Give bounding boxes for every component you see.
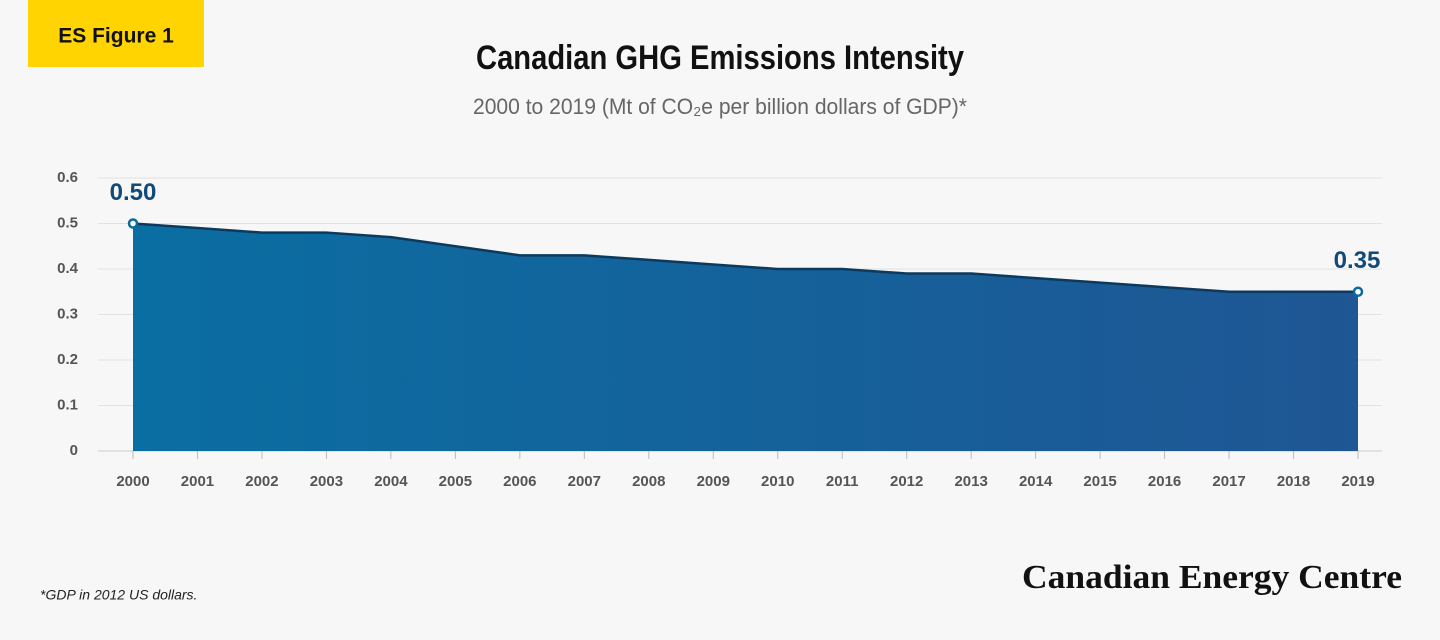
y-tick-label: 0 xyxy=(70,442,78,459)
footnote: *GDP in 2012 US dollars. xyxy=(40,587,197,603)
line xyxy=(132,222,1358,293)
x-tick-label: 2012 xyxy=(890,473,923,490)
point-marker xyxy=(1352,286,1364,297)
x-tick-label: 2015 xyxy=(1083,473,1116,490)
x-tick-label: 2011 xyxy=(826,473,859,490)
badge-box xyxy=(28,0,204,67)
x-tick-label: 2007 xyxy=(568,473,601,490)
x-tick-label: 2003 xyxy=(310,473,343,490)
x-tick-label: 2016 xyxy=(1148,473,1181,490)
y-tick-label: 0.5 xyxy=(57,214,78,231)
x-tick-label: 2019 xyxy=(1341,473,1374,490)
x-tick-label: 2009 xyxy=(697,473,730,490)
x-tick-label: 2008 xyxy=(632,473,665,490)
x-tick-label: 2004 xyxy=(374,473,408,490)
y-tick-label: 0.2 xyxy=(57,351,78,368)
data-label: 0.35 xyxy=(1334,247,1381,274)
x-tick-label: 2000 xyxy=(116,473,149,490)
y-tick-label: 0.6 xyxy=(57,169,78,186)
x-tick-label: 2002 xyxy=(245,473,278,490)
x-tick-label: 2018 xyxy=(1277,473,1310,490)
y-tick-label: 0.4 xyxy=(57,260,79,277)
y-tick-label: 0.3 xyxy=(57,305,78,322)
x-tick-label: 2014 xyxy=(1019,473,1053,490)
badge: ES Figure 1 xyxy=(58,25,174,48)
chart-title: Canadian GHG Emissions Intensity xyxy=(476,39,964,77)
x-tick-label: 2001 xyxy=(181,473,214,490)
chart-subtitle: 2000 to 2019 (Mt of CO₂e per billion dol… xyxy=(473,94,967,119)
y-tick-label: 0.1 xyxy=(57,396,78,413)
data-label: 0.50 xyxy=(110,179,157,206)
brand: Canadian Energy Centre xyxy=(1022,559,1402,596)
x-tick-label: 2006 xyxy=(503,473,536,490)
x-tick-label: 2005 xyxy=(439,473,472,490)
x-tick-label: 2013 xyxy=(954,473,987,490)
point-marker xyxy=(127,218,139,229)
x-tick-label: 2010 xyxy=(761,473,794,490)
x-tick-label: 2017 xyxy=(1212,473,1245,490)
